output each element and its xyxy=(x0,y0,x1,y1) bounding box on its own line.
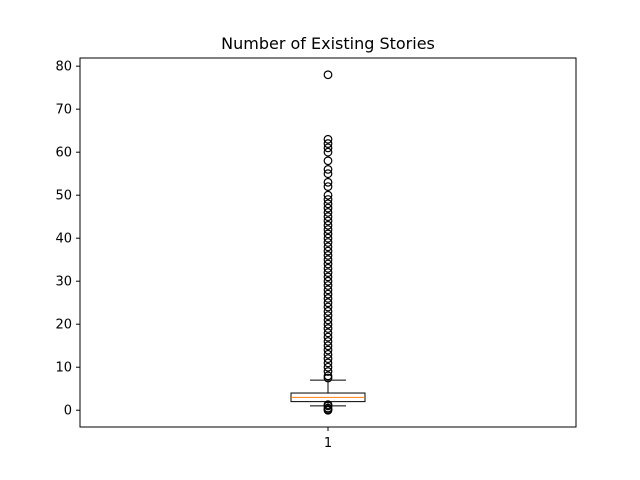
outlier-point xyxy=(323,341,333,351)
outlier-point xyxy=(323,156,333,166)
outlier-point xyxy=(323,367,333,376)
y-tick-label: 30 xyxy=(55,275,72,290)
outlier-point xyxy=(323,216,333,226)
outlier-point xyxy=(323,276,333,286)
outlier-point xyxy=(323,400,333,410)
outlier-point xyxy=(323,281,333,290)
outlier-point xyxy=(323,246,333,256)
outlier-point xyxy=(323,315,333,325)
axes: 0 10 20 30 40 50 60 70 80 1 xyxy=(55,60,332,451)
outlier-point xyxy=(323,143,333,153)
outlier-point xyxy=(323,319,333,329)
outlier-point xyxy=(323,272,333,282)
outlier-point xyxy=(323,324,333,333)
outlier-point xyxy=(323,190,333,200)
outlier-point xyxy=(323,358,333,368)
y-tick-label: 0 xyxy=(64,404,72,419)
outlier-point xyxy=(323,362,333,372)
outlier-point xyxy=(323,337,333,346)
y-tick-label: 70 xyxy=(55,103,72,118)
y-tick-label: 80 xyxy=(55,60,72,75)
outlier-point xyxy=(323,134,333,144)
chart-title: Number of Existing Stories xyxy=(221,34,435,53)
outlier-point xyxy=(323,70,333,80)
outlier-point xyxy=(323,238,333,247)
outlier-point xyxy=(323,164,333,174)
y-tick-label: 20 xyxy=(55,318,72,333)
plot-area xyxy=(290,70,366,415)
outlier-point xyxy=(323,311,333,321)
outlier-point xyxy=(323,147,333,157)
outlier-point xyxy=(323,259,333,269)
outlier-point xyxy=(323,212,333,222)
outlier-point xyxy=(323,195,333,204)
outlier-point xyxy=(323,207,333,217)
y-tick-label: 40 xyxy=(55,232,72,247)
outlier-point xyxy=(323,263,333,273)
outlier-point xyxy=(323,220,333,230)
outlier-point xyxy=(323,371,333,381)
outlier-point xyxy=(323,345,333,355)
outlier-point xyxy=(323,177,333,187)
outlier-point xyxy=(323,233,333,243)
outlier-point xyxy=(323,328,333,338)
outlier-point xyxy=(323,332,333,342)
y-tick-label: 60 xyxy=(55,146,72,161)
outlier-point xyxy=(323,229,333,239)
outlier-point xyxy=(323,306,333,316)
y-tick-label: 50 xyxy=(55,189,72,204)
x-tick-label: 1 xyxy=(324,436,332,451)
outlier-point xyxy=(323,285,333,295)
outlier-point xyxy=(323,199,333,209)
outlier-point xyxy=(323,251,333,260)
outlier-point xyxy=(323,289,333,299)
outlier-point xyxy=(323,349,333,359)
outlier-point xyxy=(323,139,333,148)
outlier-point xyxy=(323,302,333,312)
outlier-point xyxy=(323,268,333,278)
outlier-point xyxy=(323,255,333,265)
y-tick-label: 10 xyxy=(55,361,72,376)
plot-frame xyxy=(79,57,577,428)
outlier-point xyxy=(323,182,333,191)
outlier-point xyxy=(323,225,333,234)
outlier-point xyxy=(323,169,333,179)
outlier-point xyxy=(323,298,333,308)
outlier-point xyxy=(323,203,333,213)
outlier-point xyxy=(323,294,333,303)
outlier-point xyxy=(323,242,333,252)
outlier-point xyxy=(323,354,333,364)
